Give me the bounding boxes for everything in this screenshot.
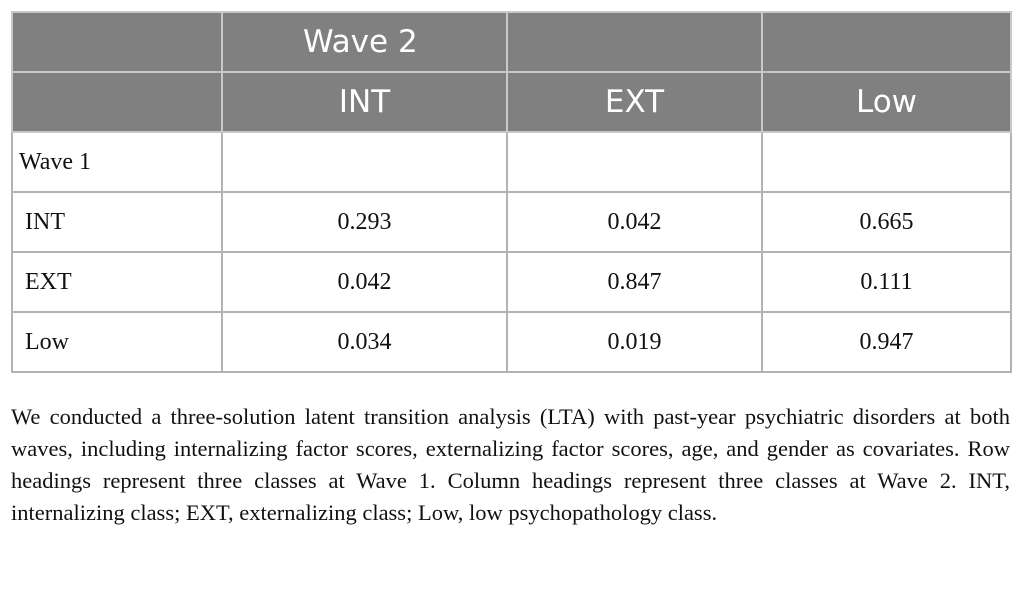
cell: [761, 11, 1012, 73]
row: EXT 0.042 0.847 0.111: [11, 251, 1012, 313]
cell: [761, 131, 1012, 193]
cell: 0.947: [761, 311, 1012, 373]
row: INT 0.293 0.042 0.665: [11, 191, 1012, 253]
cell: [221, 131, 508, 193]
cell: [506, 131, 763, 193]
cell: 0.019: [506, 311, 763, 373]
cell: 0.042: [506, 191, 763, 253]
column-group-header: Wave 2: [221, 11, 508, 73]
column-header: Low: [761, 71, 1012, 133]
header-row: Wave 2: [11, 11, 1012, 73]
header-row: INT EXT Low: [11, 71, 1012, 133]
caption: We conducted a three-solution latent tra…: [11, 404, 1010, 525]
table: Wave 2 INT EXT Low Wave 1 INT 0.293 0.04…: [11, 11, 1012, 373]
cell: 0.665: [761, 191, 1012, 253]
cell: 0.042: [221, 251, 508, 313]
cell: [11, 11, 223, 73]
row: Low 0.034 0.019 0.947: [11, 311, 1012, 373]
row-header: INT: [11, 191, 223, 253]
cell: 0.111: [761, 251, 1012, 313]
cell: [11, 71, 223, 133]
cell: 0.847: [506, 251, 763, 313]
column-header: INT: [221, 71, 508, 133]
cell: [506, 11, 763, 73]
row-group-header: Wave 1: [11, 131, 223, 193]
cell: 0.293: [221, 191, 508, 253]
cell: 0.034: [221, 311, 508, 373]
row: Wave 1: [11, 131, 1012, 193]
column-header: EXT: [506, 71, 763, 133]
row-header: EXT: [11, 251, 223, 313]
row-header: Low: [11, 311, 223, 373]
